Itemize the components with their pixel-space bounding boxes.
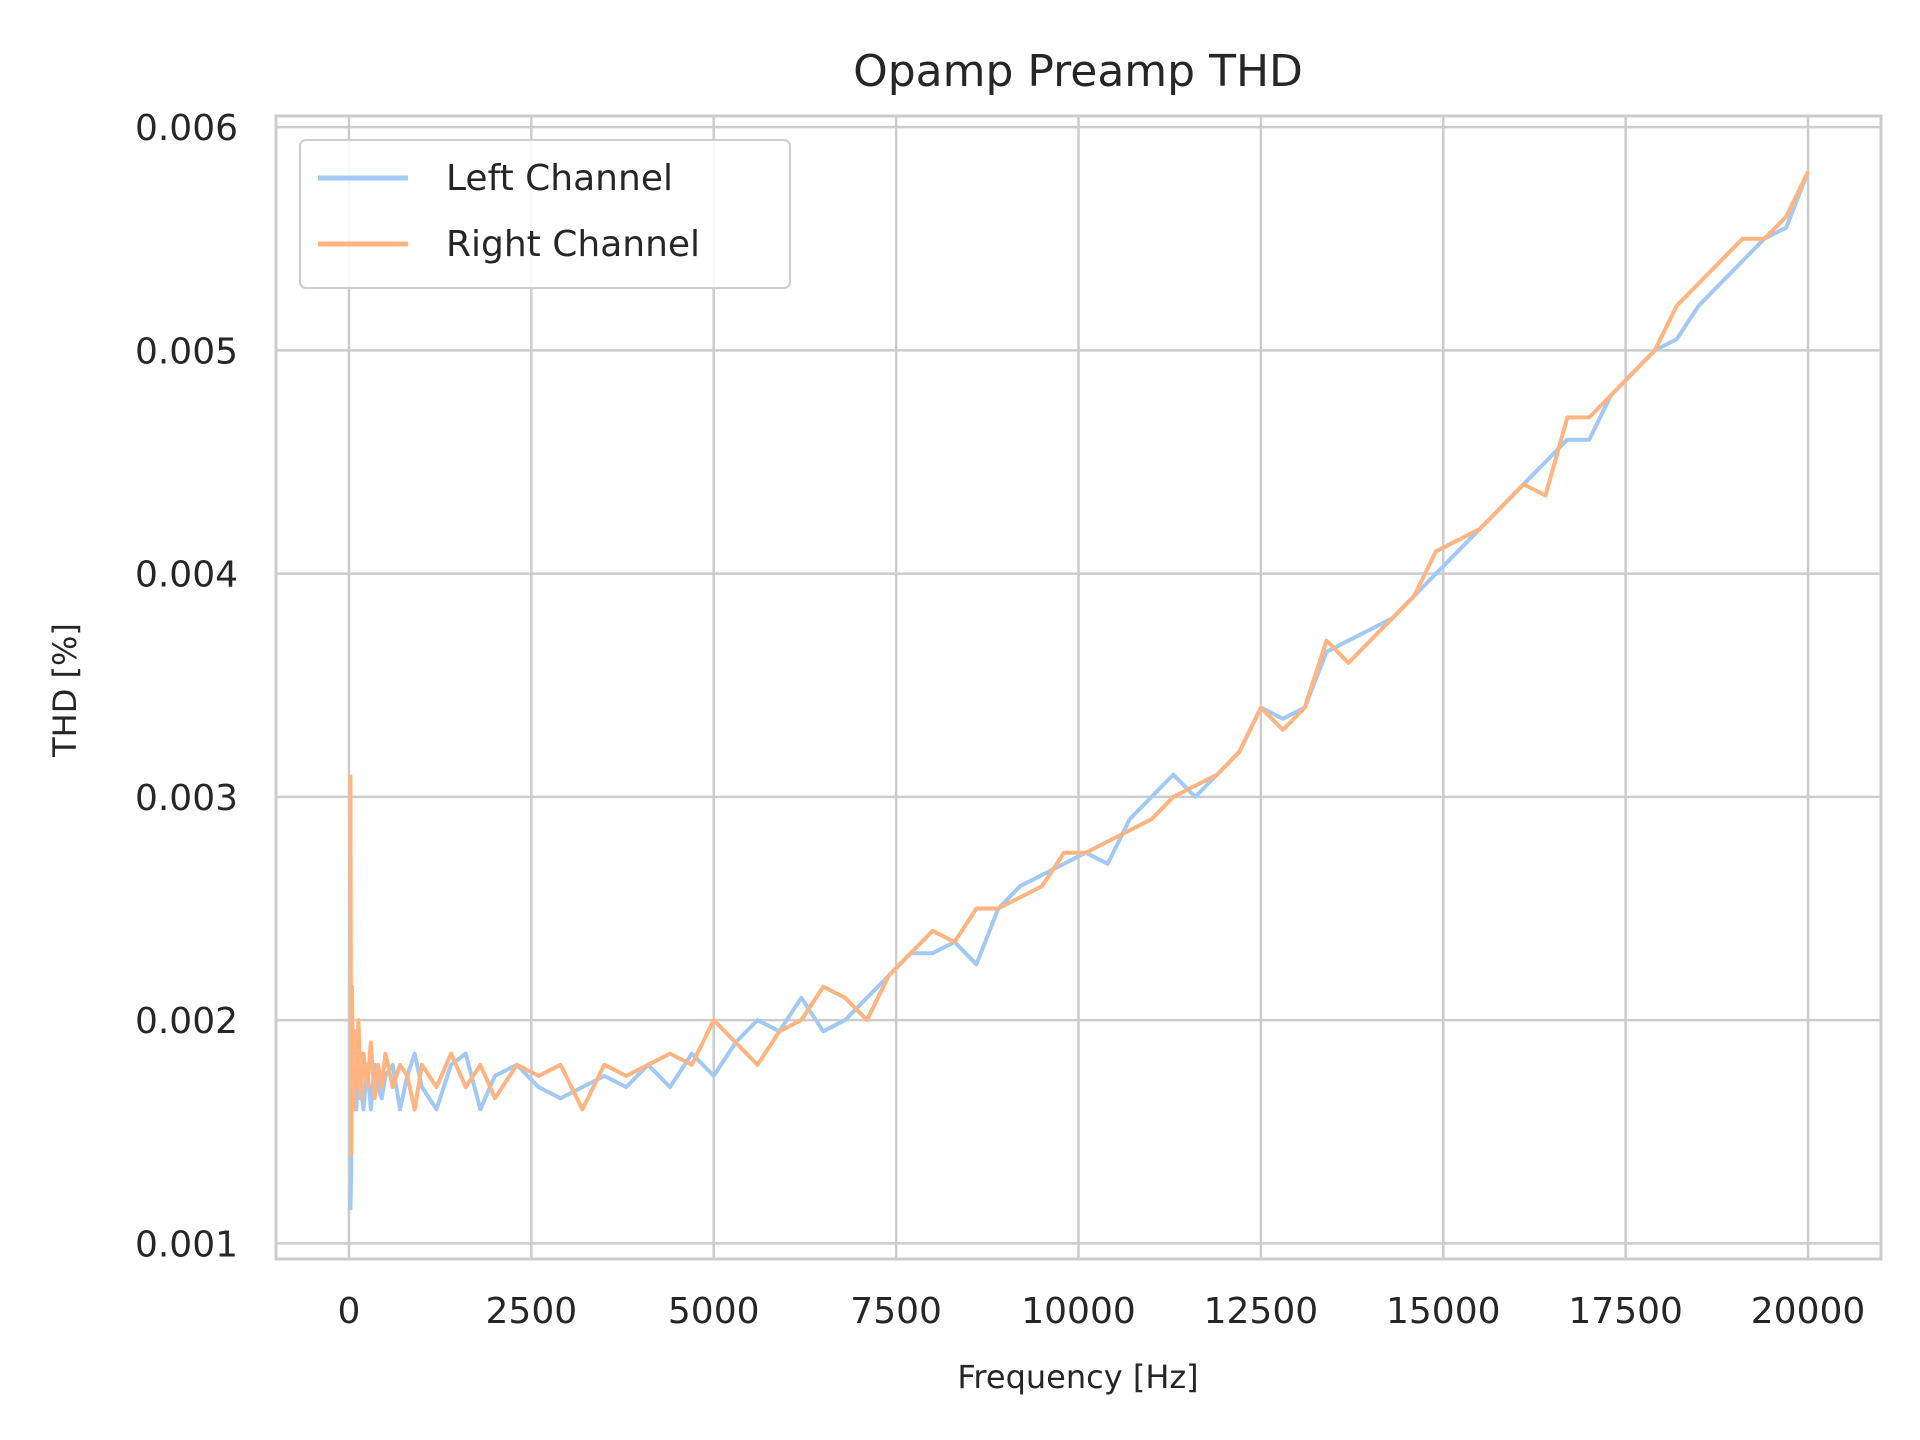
y-tick-label: 0.006	[135, 108, 238, 149]
x-tick-label: 20000	[1751, 1291, 1866, 1332]
x-tick-label: 17500	[1568, 1291, 1683, 1332]
x-tick-label: 15000	[1386, 1291, 1501, 1332]
y-tick-label: 0.004	[135, 555, 238, 596]
series-layer	[348, 170, 1810, 1210]
legend-label-left-channel: Left Channel	[446, 158, 673, 199]
y-tick-label: 0.002	[135, 1001, 238, 1042]
series-line-right-channel	[348, 170, 1810, 1157]
x-tick-label: 7500	[850, 1291, 942, 1332]
x-tick-label: 0	[338, 1291, 361, 1332]
chart-title: Opamp Preamp THD	[853, 46, 1303, 97]
y-tick-label: 0.005	[135, 331, 238, 372]
x-tick-label: 10000	[1021, 1291, 1136, 1332]
legend: Left Channel Right Channel	[299, 139, 791, 289]
y-tick-label: 0.003	[135, 778, 238, 819]
y-tick-label: 0.001	[135, 1224, 238, 1265]
x-tick-label: 5000	[668, 1291, 760, 1332]
x-tick-labels: 0 2500 5000 7500 10000 12500 15000 17500 20000	[338, 1291, 1866, 1332]
x-tick-label: 12500	[1204, 1291, 1319, 1332]
grid-lines	[276, 116, 1881, 1259]
legend-box	[299, 139, 791, 289]
y-tick-labels: 0.001 0.002 0.003 0.004 0.005 0.006	[135, 108, 238, 1265]
x-axis-label: Frequency [Hz]	[957, 1358, 1198, 1396]
x-tick-label: 2500	[486, 1291, 578, 1332]
y-axis-label: THD [%]	[46, 623, 84, 758]
legend-label-right-channel: Right Channel	[446, 224, 700, 265]
plot-frame	[274, 114, 1883, 1261]
